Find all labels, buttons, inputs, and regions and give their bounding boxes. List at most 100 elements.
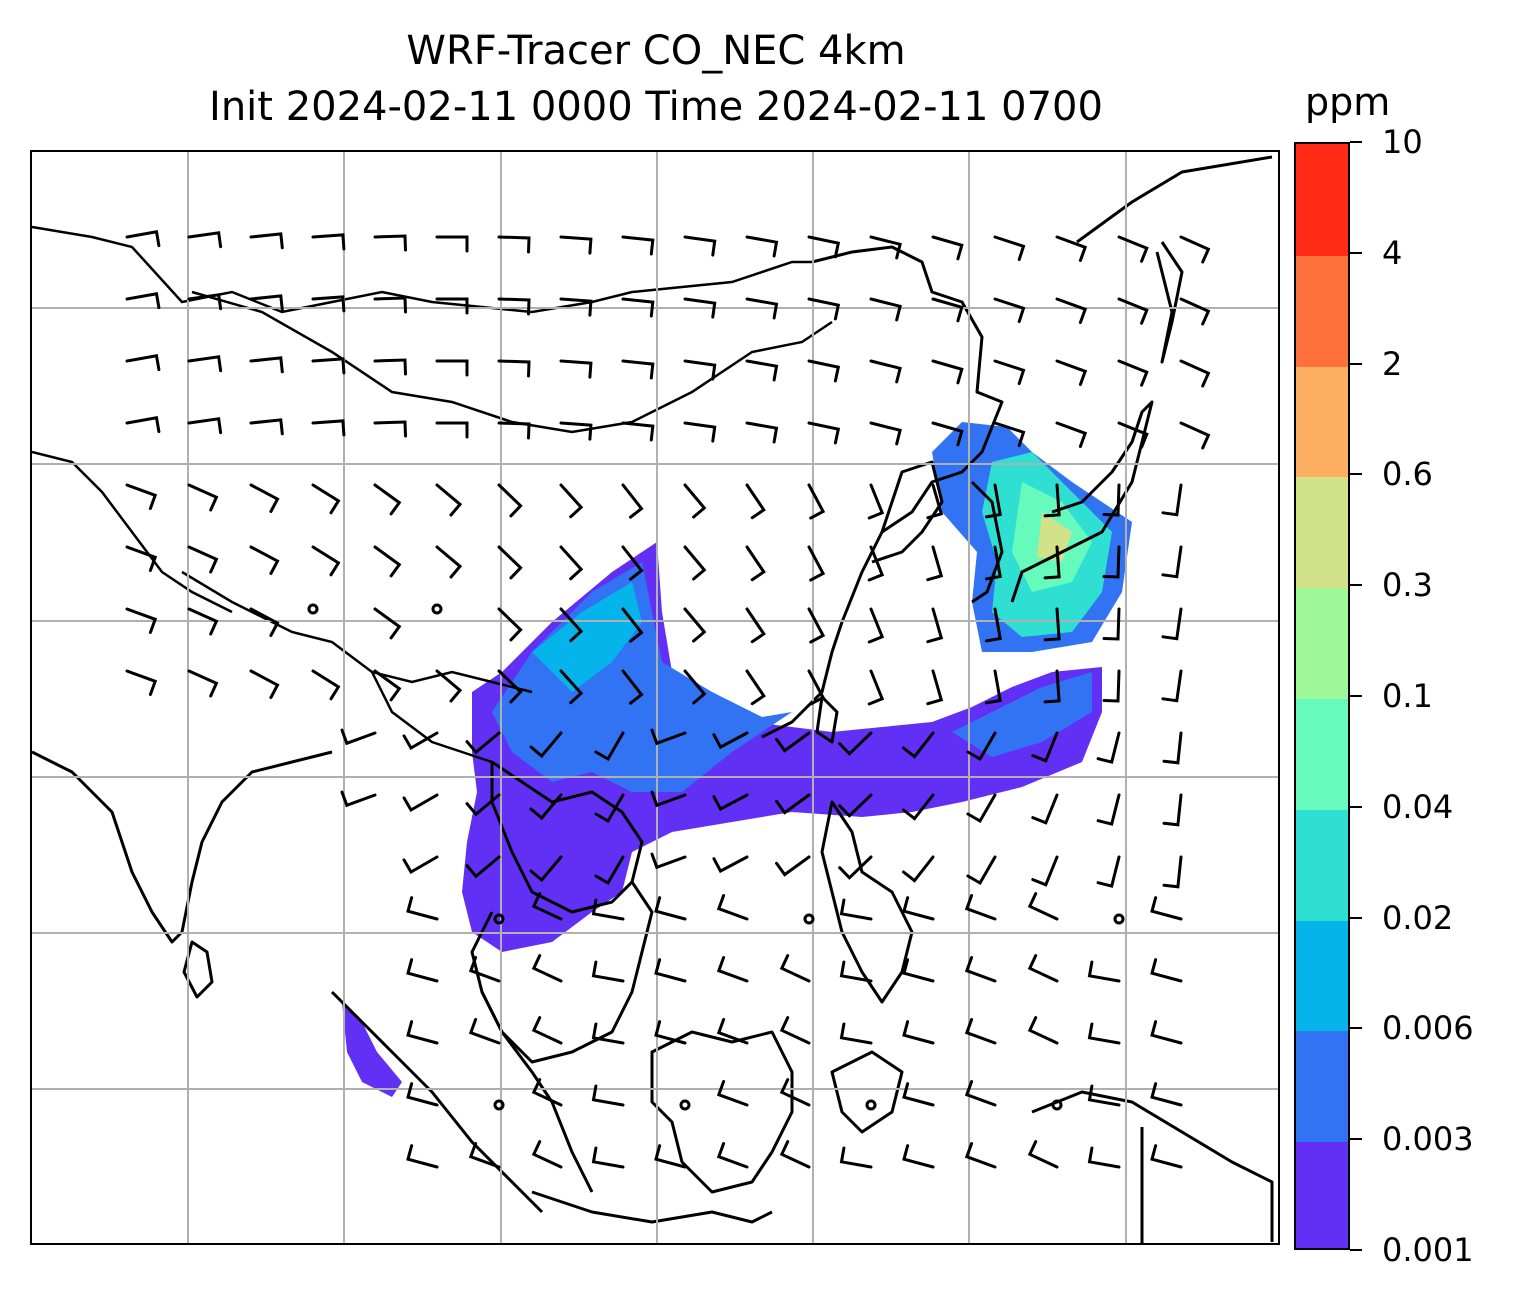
wind-barb (531, 954, 563, 983)
colorbar-segment (1296, 1141, 1348, 1248)
calm-wind-marker (431, 603, 443, 615)
coastline-taiwan (815, 695, 839, 744)
wind-barb (468, 1142, 501, 1169)
wind-barb (745, 607, 766, 644)
wind-barb (869, 359, 902, 384)
wind-barb (712, 731, 749, 750)
plume-level-0003-east (952, 672, 1092, 757)
wind-barb (1027, 892, 1059, 921)
wind-barb (1043, 669, 1061, 704)
coastline-sri-lanka (182, 940, 214, 999)
wind-barb (745, 235, 779, 258)
wind-barb (559, 421, 593, 441)
wind-barb (497, 235, 531, 254)
wind-barb (125, 416, 161, 434)
colorbar-segment (1296, 476, 1348, 589)
calm-wind-marker (307, 603, 319, 615)
colorbar-tick (1350, 362, 1362, 365)
colorbar-tick (1350, 141, 1362, 143)
wind-barb (125, 607, 158, 634)
map-subtitle: Init 2024-02-11 0000 Time 2024-02-11 070… (209, 84, 1103, 130)
wind-barb (125, 483, 158, 510)
coastline-indochina-south (470, 881, 654, 1064)
wind-barb (187, 669, 219, 698)
wind-barb (1161, 669, 1183, 703)
coastline-sumatra (330, 990, 544, 1214)
wind-barb (779, 1016, 811, 1045)
wind-barb (745, 421, 779, 444)
colorbar-tick (1350, 1027, 1362, 1030)
wind-barb (838, 793, 873, 818)
wind-barb (1055, 235, 1088, 262)
wind-barb (683, 545, 707, 581)
wind-barb (869, 235, 902, 260)
calm-wind-marker (493, 1099, 505, 1111)
wind-barb (531, 1016, 563, 1045)
wind-barb (125, 354, 161, 372)
wind-barb (249, 669, 280, 699)
wind-barb (1179, 359, 1211, 388)
wind-barb (1162, 731, 1183, 765)
wind-barb (531, 1078, 563, 1107)
wind-barb (775, 731, 811, 753)
colorbar-segment (1296, 587, 1348, 699)
border-russia-china (32, 225, 812, 314)
wind-barb (373, 296, 407, 314)
wind-barb (683, 297, 717, 319)
wind-barb (839, 898, 873, 921)
colorbar-unit-label: ppm (1305, 80, 1391, 124)
wind-barb (931, 421, 964, 447)
wind-barb (1179, 421, 1211, 450)
wind-barb (187, 355, 223, 373)
colorbar-tick-label: 2 (1382, 344, 1403, 383)
coastline-malaysia (480, 991, 594, 1193)
gridlines (32, 152, 1278, 1243)
wind-barb (311, 669, 341, 701)
wind-barb (807, 483, 826, 520)
wind-barb (594, 793, 625, 824)
wind-barb (1027, 954, 1059, 983)
wind-barb (187, 483, 219, 512)
wind-barb (654, 958, 687, 983)
wind-barb (775, 855, 811, 877)
wind-barb (683, 669, 707, 705)
wind-barb (869, 421, 902, 446)
wind-barb (1150, 896, 1183, 921)
wind-barb (1096, 793, 1121, 826)
wind-barb (683, 607, 707, 643)
colorbar-tick (1350, 916, 1362, 919)
wind-barb (926, 607, 944, 644)
wind-barb (926, 483, 944, 520)
wind-barb (902, 731, 935, 759)
wind-barb (1087, 1022, 1121, 1045)
wind-barb (531, 892, 563, 921)
wind-barb (311, 357, 346, 375)
wind-barb (902, 1082, 935, 1107)
colorbar-tick-label: 0.3 (1382, 566, 1433, 605)
wind-barb (1161, 545, 1183, 579)
plume-level-0001-south (342, 1002, 402, 1097)
colorbar-tick (1350, 1138, 1362, 1141)
wind-barb (807, 235, 841, 259)
wind-barb (1161, 607, 1183, 641)
wind-barb (497, 669, 523, 704)
wind-barb (807, 359, 841, 383)
wind-barb (497, 297, 531, 316)
wind-barb (465, 731, 501, 755)
wind-barb (867, 545, 885, 582)
wind-barb (745, 669, 766, 706)
wind-barb (807, 421, 841, 445)
wind-barb (621, 669, 644, 705)
wind-barb (683, 235, 717, 257)
wind-barb (249, 607, 280, 637)
wind-barb (559, 545, 584, 581)
wind-barb (964, 1018, 997, 1045)
colorbar-tick-label: 10 (1382, 123, 1423, 161)
wind-barb (1161, 483, 1183, 517)
wind-barb (559, 483, 584, 519)
wind-barb (807, 669, 826, 706)
wind-barb (931, 235, 964, 261)
wind-barb (984, 607, 1002, 643)
wind-barb (966, 731, 997, 762)
wind-barb (402, 731, 439, 751)
